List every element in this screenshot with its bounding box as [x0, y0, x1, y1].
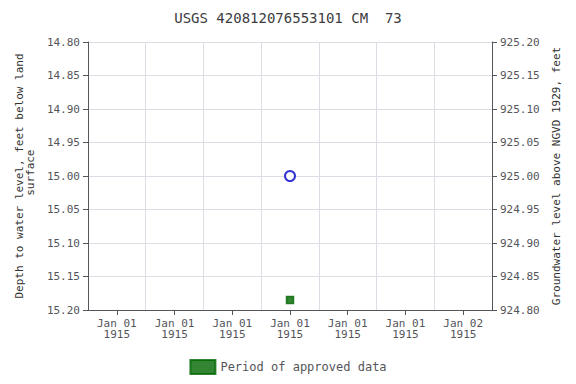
- svg-text:14.80: 14.80: [47, 36, 80, 49]
- svg-text:924.90: 924.90: [500, 237, 540, 250]
- svg-text:Jan 01: Jan 01: [97, 317, 137, 330]
- svg-text:Jan 01: Jan 01: [212, 317, 253, 330]
- svg-text:925.10: 925.10: [500, 103, 540, 116]
- svg-text:Jan 02: Jan 02: [443, 317, 483, 330]
- svg-text:925.00: 925.00: [500, 170, 540, 183]
- svg-text:1915: 1915: [450, 328, 477, 341]
- svg-text:surface: surface: [24, 150, 37, 203]
- svg-text:1915: 1915: [104, 328, 131, 341]
- svg-text:15.00: 15.00: [47, 170, 80, 183]
- svg-text:14.85: 14.85: [47, 69, 80, 82]
- svg-text:USGS 420812076553101 CM 73: USGS 420812076553101 CM 73: [174, 10, 402, 26]
- svg-text:925.05: 925.05: [500, 136, 540, 149]
- svg-text:925.20: 925.20: [500, 36, 540, 49]
- svg-text:924.80: 924.80: [500, 304, 540, 317]
- svg-text:Jan 01: Jan 01: [154, 317, 195, 330]
- svg-text:15.15: 15.15: [47, 270, 80, 283]
- svg-text:15.10: 15.10: [47, 237, 80, 250]
- svg-text:925.15: 925.15: [500, 69, 540, 82]
- svg-text:924.85: 924.85: [500, 270, 540, 283]
- svg-text:924.95: 924.95: [500, 203, 540, 216]
- svg-text:15.05: 15.05: [47, 203, 80, 216]
- svg-text:1915: 1915: [334, 328, 361, 341]
- svg-text:Jan 01: Jan 01: [327, 317, 368, 330]
- svg-text:Jan 01: Jan 01: [385, 317, 426, 330]
- svg-text:15.20: 15.20: [47, 304, 80, 317]
- svg-text:1915: 1915: [392, 328, 419, 341]
- svg-text:1915: 1915: [161, 328, 188, 341]
- svg-text:Depth to water level, feet bel: Depth to water level, feet below land: [13, 53, 26, 299]
- svg-text:1915: 1915: [219, 328, 246, 341]
- svg-text:Jan 01: Jan 01: [270, 317, 310, 330]
- svg-text:Groundwater level above NGVD 1: Groundwater level above NGVD 1929, feet: [550, 47, 563, 305]
- svg-text:14.95: 14.95: [47, 136, 80, 149]
- svg-text:Period of approved data: Period of approved data: [220, 360, 386, 374]
- svg-text:14.90: 14.90: [47, 103, 80, 116]
- svg-text:1915: 1915: [277, 328, 304, 341]
